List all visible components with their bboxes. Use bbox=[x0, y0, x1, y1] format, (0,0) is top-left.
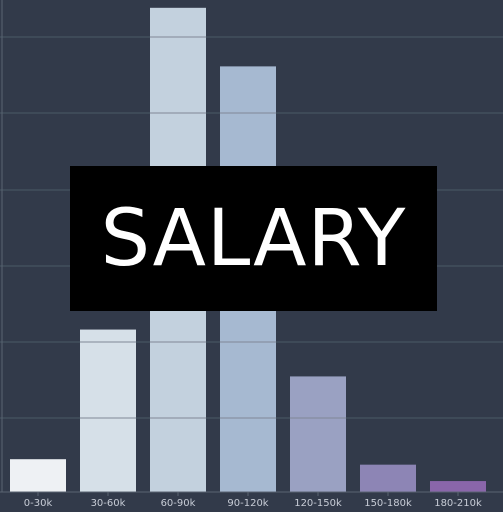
x-tick-label: 120-150k bbox=[294, 498, 342, 509]
bar-150-180k bbox=[360, 464, 416, 492]
chart-title: SALARY bbox=[100, 193, 407, 284]
bar-0-30k bbox=[10, 459, 66, 492]
bar-30-60k bbox=[80, 329, 136, 492]
bar-180-210k bbox=[430, 481, 486, 492]
x-tick-label: 90-120k bbox=[227, 498, 268, 509]
x-tick-label: 150-180k bbox=[364, 498, 412, 509]
x-tick-label: 0-30k bbox=[24, 498, 53, 509]
x-tick-label: 30-60k bbox=[91, 498, 126, 509]
bar-120-150k bbox=[290, 376, 346, 492]
x-tick-label: 60-90k bbox=[161, 498, 196, 509]
ticks-layer: 0-30k 30-60k 60-90k 90-120k 120-150k 150-180k… bbox=[24, 492, 482, 509]
x-tick-label: 180-210k bbox=[434, 498, 482, 509]
title-box: SALARY bbox=[70, 166, 437, 311]
